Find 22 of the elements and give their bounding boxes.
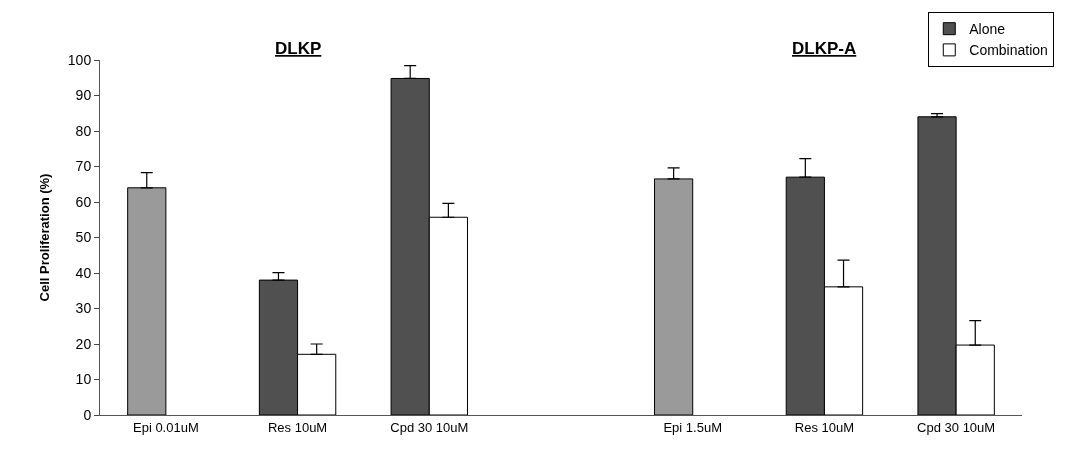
- y-tick-label: 20: [75, 335, 92, 352]
- y-tick-label: 0: [83, 406, 92, 423]
- legend-label: Combination: [969, 42, 1048, 59]
- y-tick-label: 100: [67, 51, 92, 68]
- x-tick-label: Res 10uM: [794, 419, 855, 435]
- y-tick-label: 90: [75, 87, 92, 104]
- y-tick-label: 40: [75, 264, 92, 281]
- x-tick-label: Epi 1.5uM: [663, 419, 722, 435]
- y-tick-label: 50: [75, 229, 92, 246]
- legend-label: Alone: [969, 21, 1006, 38]
- x-tick-label: Cpd 30 10uM: [390, 419, 469, 435]
- x-tick-label: Res 10uM: [267, 419, 328, 435]
- y-tick-label: 60: [75, 193, 92, 210]
- y-tick-label: 70: [75, 158, 92, 175]
- x-tick-label: Epi 0.01uM: [132, 419, 199, 435]
- y-axis-title: Cell Proliferation (%): [36, 173, 52, 302]
- x-tick-label: Cpd 30 10uM: [917, 419, 996, 435]
- y-tick-label: 30: [75, 300, 92, 317]
- y-tick-label: 10: [75, 371, 92, 388]
- y-tick-label: 80: [75, 122, 92, 139]
- text: DLKP: [275, 39, 322, 58]
- text: DLKP-A: [792, 39, 857, 58]
